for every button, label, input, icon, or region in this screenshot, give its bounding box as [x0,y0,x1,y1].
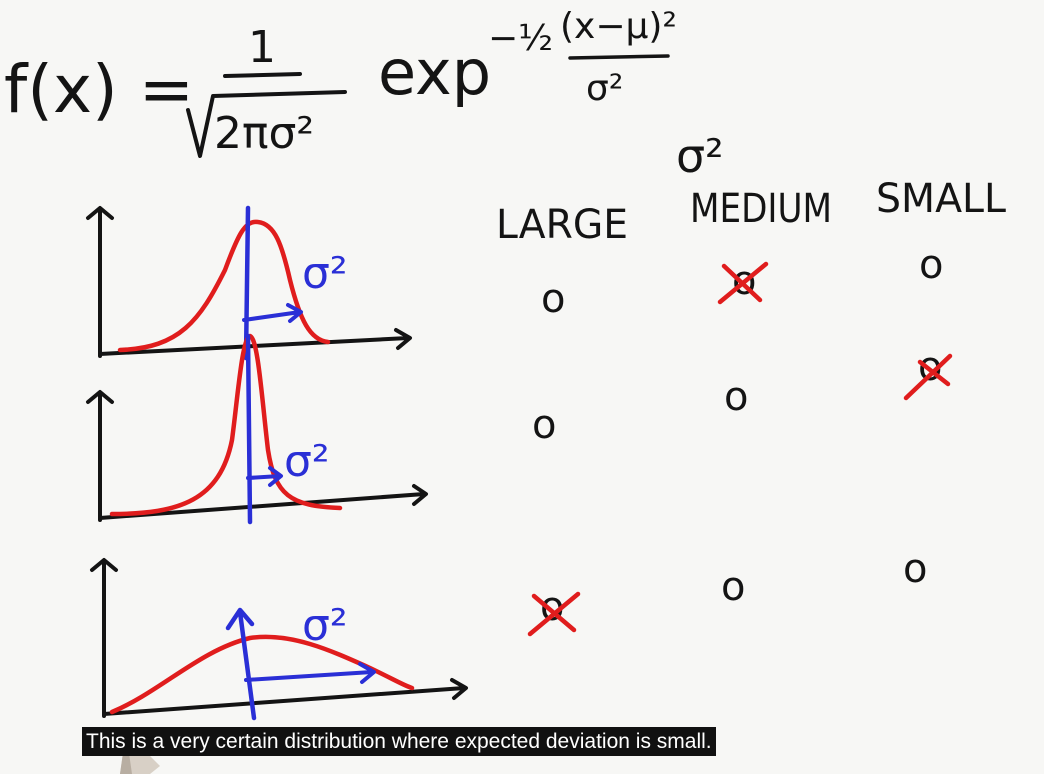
row-1-label: σ² [302,248,348,299]
option-row2-large: o [532,402,556,448]
plot-small-variance: σ² [86,333,428,525]
option-grid: o o o o o o o o o [532,242,943,630]
selected-mark-row3-large [527,591,581,637]
selected-mark-row1-medium [717,261,769,305]
formula-exp-coeff: −½ [488,18,553,59]
mean-line [245,333,253,525]
deviation-arrow [244,662,376,684]
formula-denominator: 2πσ² [214,108,314,159]
plot-medium-variance: σ² [86,205,412,361]
sqrt-sign [186,90,347,158]
selected-mark-row2-small [903,353,953,401]
option-row3-small: o [903,546,927,592]
column-large: LARGE [496,202,628,248]
plot-large-variance: σ² [90,558,468,721]
bell-curve [117,219,331,353]
y-axis [86,390,114,522]
column-medium: MEDIUM [690,186,832,232]
option-row1-small: o [919,242,943,288]
formula-exp: exp [378,36,491,109]
mean-line [243,205,251,361]
bell-curve [109,333,343,517]
option-row1-large: o [541,276,565,322]
fraction-bar [223,72,302,78]
formula-exp-denominator: σ² [586,68,623,109]
formula-numerator: 1 [248,22,276,73]
deviation-arrow [246,466,283,487]
y-axis [86,206,114,358]
formula-exp-numerator: (x−μ)² [560,6,677,47]
deviation-arrow [242,303,303,323]
row-3-label: σ² [302,600,348,651]
gaussian-formula: f(x) = 1 2πσ² exp −½ (x−μ)² σ² [4,6,677,159]
mean-line [225,607,257,721]
bell-curve [109,634,415,715]
formula-lhs: f(x) = [4,51,194,128]
option-row2-medium: o [724,374,748,420]
row-2-label: σ² [284,436,330,487]
exp-fraction-bar [568,54,670,60]
x-axis [102,678,468,716]
subtitle-caption: This is a very certain distribution wher… [82,727,716,756]
option-row3-medium: o [721,564,745,610]
x-axis [98,484,428,520]
y-axis [90,558,118,718]
column-small: SMALL [876,176,1007,222]
variance-header: σ² [676,129,724,183]
